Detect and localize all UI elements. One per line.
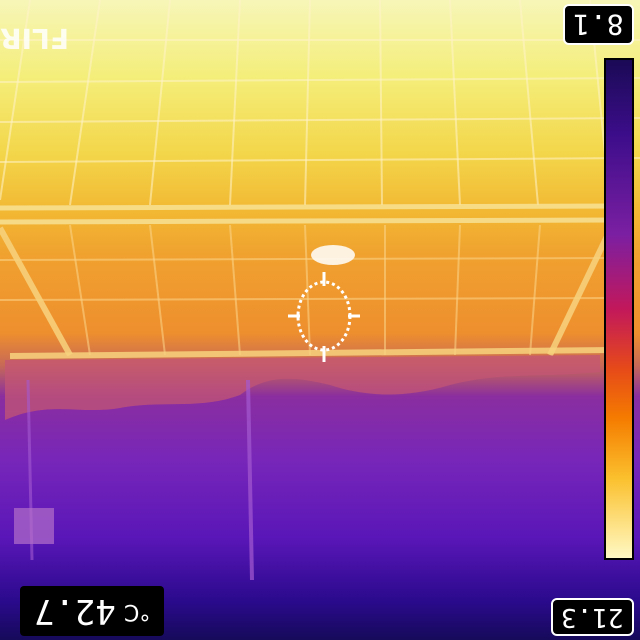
wall-fixture [14, 508, 54, 544]
spot-temperature-value: 42.7 [34, 591, 116, 631]
ceiling-frame [0, 226, 616, 359]
wall-edge [5, 355, 600, 420]
ceiling-grid-upper [0, 0, 640, 206]
temperature-scale-bar [604, 58, 634, 560]
ceiling-grid-lower [0, 224, 621, 356]
hot-spot [311, 245, 355, 265]
spot-temperature-readout: 42.7 °C [20, 586, 165, 636]
flir-logo: FLIR [0, 22, 69, 55]
scale-max-label: 8.1 [563, 4, 634, 45]
temperature-unit: °C [123, 598, 151, 624]
vertical-pipe [246, 379, 254, 581]
ceiling-beam [0, 203, 621, 225]
scale-min-label: 21.3 [551, 598, 634, 636]
spot-meter-crosshair-icon [288, 272, 360, 362]
